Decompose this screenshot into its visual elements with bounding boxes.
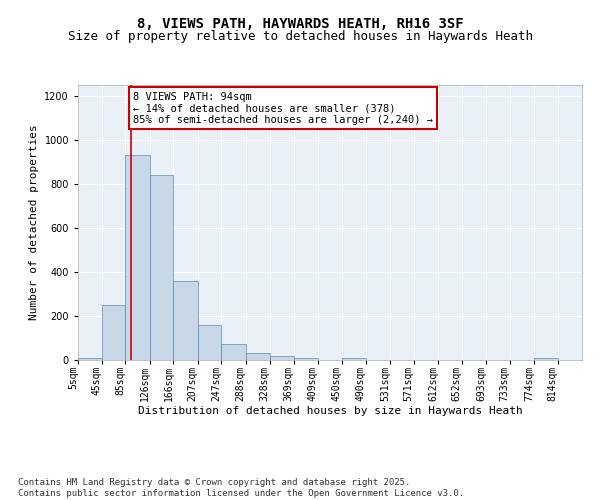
Bar <box>78 358 102 360</box>
Bar <box>102 306 125 360</box>
Bar <box>342 358 365 360</box>
Text: 8 VIEWS PATH: 94sqm
← 14% of detached houses are smaller (378)
85% of semi-detac: 8 VIEWS PATH: 94sqm ← 14% of detached ho… <box>133 92 433 125</box>
Bar <box>269 356 294 360</box>
Text: 8, VIEWS PATH, HAYWARDS HEATH, RH16 3SF: 8, VIEWS PATH, HAYWARDS HEATH, RH16 3SF <box>137 18 463 32</box>
Bar <box>198 325 221 360</box>
Bar <box>534 358 557 360</box>
Bar <box>246 353 269 360</box>
Bar <box>125 156 150 360</box>
Text: Size of property relative to detached houses in Haywards Heath: Size of property relative to detached ho… <box>67 30 533 43</box>
Bar <box>173 281 198 360</box>
Bar <box>221 344 246 360</box>
Y-axis label: Number of detached properties: Number of detached properties <box>29 124 39 320</box>
Text: Contains HM Land Registry data © Crown copyright and database right 2025.
Contai: Contains HM Land Registry data © Crown c… <box>18 478 464 498</box>
Bar <box>294 358 317 360</box>
X-axis label: Distribution of detached houses by size in Haywards Heath: Distribution of detached houses by size … <box>137 406 523 416</box>
Bar <box>150 175 173 360</box>
